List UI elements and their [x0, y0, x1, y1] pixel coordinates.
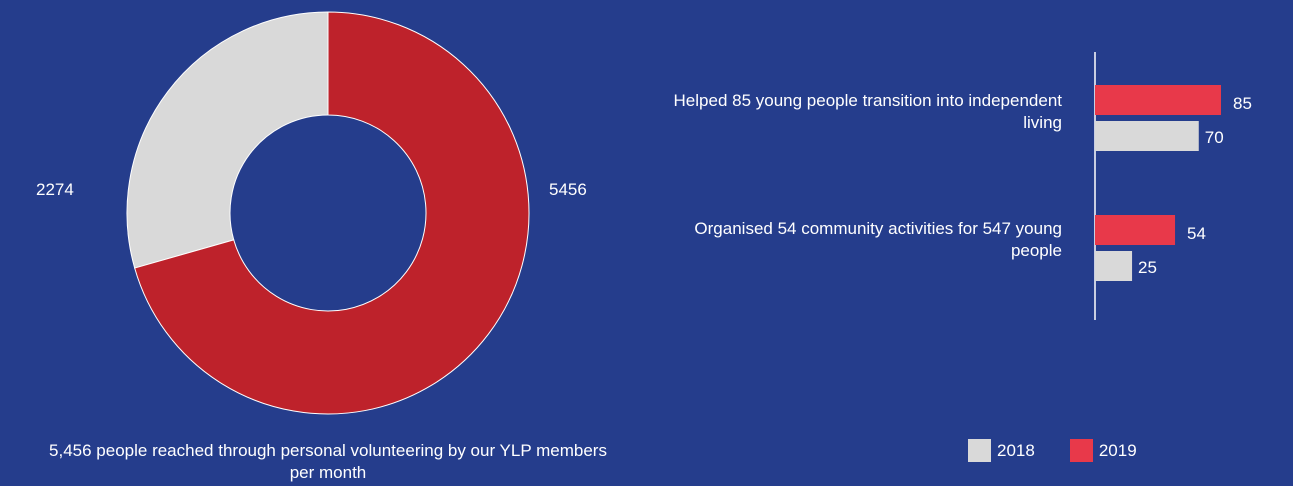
donut-slice-2274 [126, 11, 329, 269]
bar-2018-0 [1095, 121, 1199, 151]
bar-2019-0 [1095, 85, 1221, 115]
legend-label-2019: 2019 [1098, 440, 1137, 460]
bar-category-label: Organised 54 community activities for 54… [694, 219, 1062, 260]
chart-legend: 2018 2019 [968, 439, 1172, 462]
legend-item-2018: 2018 [968, 439, 1035, 462]
donut-caption: 5,456 people reached through personal vo… [49, 441, 607, 482]
bar-2018-1 [1095, 251, 1133, 281]
bar-value-label: 25 [1138, 258, 1157, 277]
donut-chart [126, 11, 530, 415]
donut-slice-5456 [134, 11, 530, 415]
legend-label-2018: 2018 [997, 440, 1035, 460]
donut-slice-label-2019: 5456 [549, 180, 587, 199]
bar-2019-1 [1095, 215, 1176, 245]
legend-item-2019: 2019 [1069, 439, 1137, 462]
legend-swatch-2019 [1069, 439, 1093, 462]
bar-category-label: Helped 85 young people transition into i… [673, 91, 1062, 132]
legend-swatch-2018 [968, 439, 991, 462]
bar-value-label: 70 [1204, 128, 1224, 147]
donut-slice-label-2018: 2274 [36, 180, 74, 199]
bar-value-label: 54 [1187, 224, 1206, 243]
bar-value-label: 85 [1233, 94, 1252, 113]
